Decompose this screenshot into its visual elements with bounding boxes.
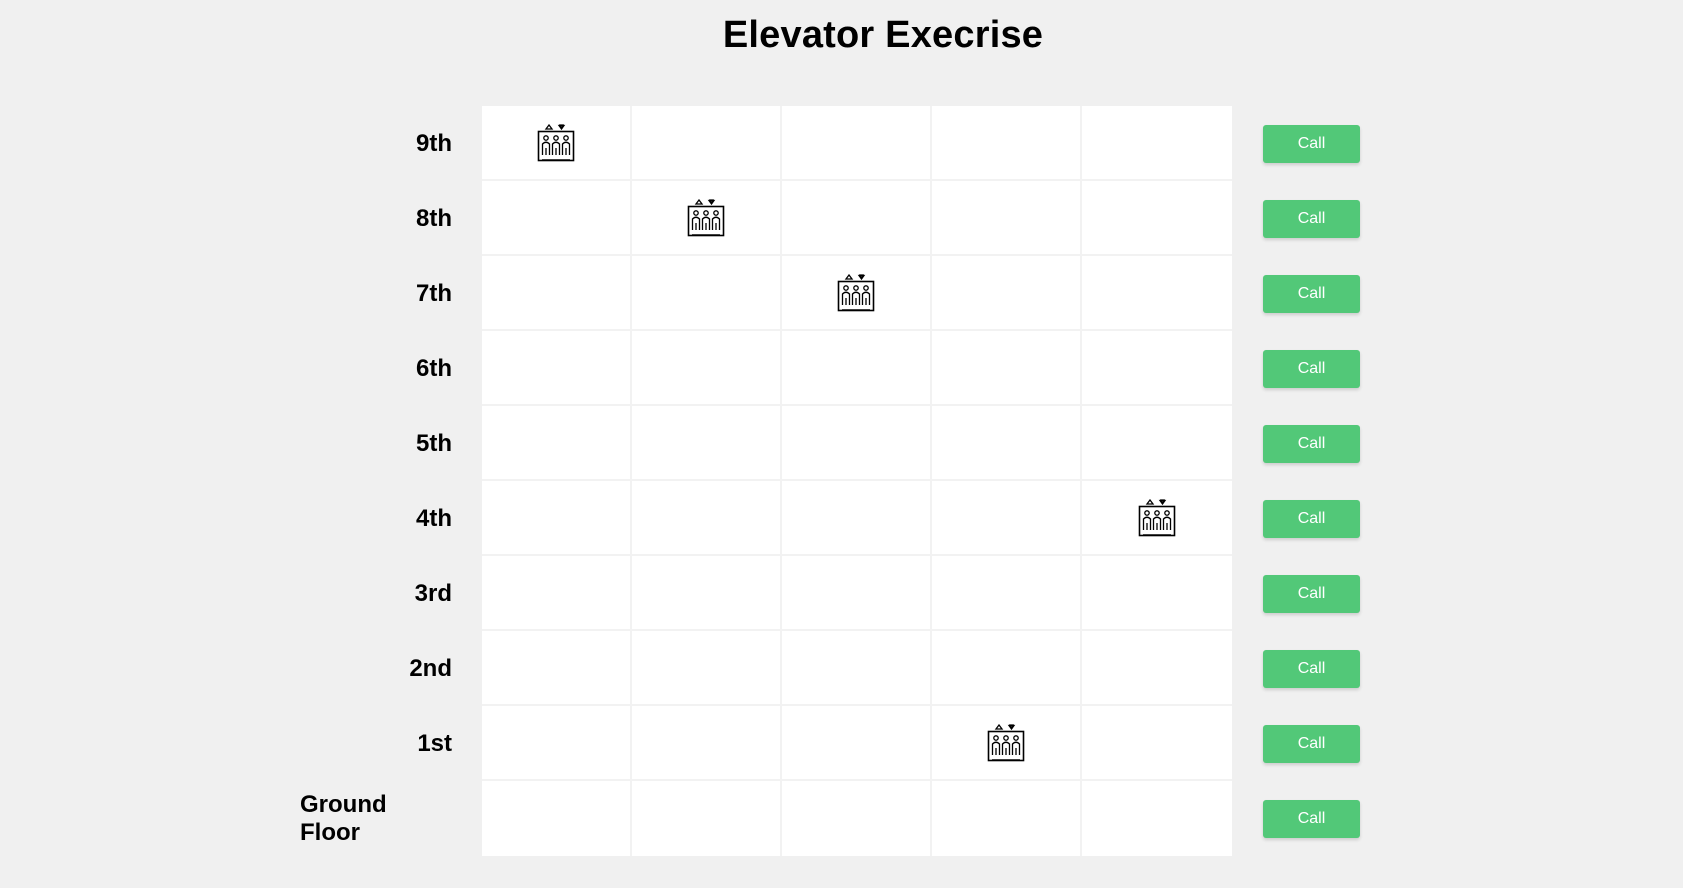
shaft-cell (482, 181, 632, 256)
elevator-icon (987, 723, 1025, 762)
shaft-cell (1082, 406, 1232, 481)
call-cell: Call (1232, 106, 1362, 181)
shaft-cell (482, 706, 632, 781)
shaft-cell (1082, 781, 1232, 856)
call-button[interactable]: Call (1263, 499, 1360, 538)
shaft-cell (782, 781, 932, 856)
shaft-cell (932, 631, 1082, 706)
shaft-cell (482, 556, 632, 631)
shaft-cell (782, 331, 932, 406)
floor-label: 6th (416, 354, 452, 382)
call-button[interactable]: Call (1263, 424, 1360, 463)
call-button[interactable]: Call (1263, 199, 1360, 238)
call-cell: Call (1232, 406, 1362, 481)
shaft-cell (1082, 331, 1232, 406)
shaft-cell (932, 481, 1082, 556)
shaft-row (482, 631, 1232, 706)
shaft-row (482, 481, 1232, 556)
shaft-row (482, 556, 1232, 631)
elevator-icon (537, 123, 575, 162)
call-button[interactable]: Call (1263, 724, 1360, 763)
shaft-cell (632, 181, 782, 256)
shaft-cell (1082, 706, 1232, 781)
shaft-row (482, 706, 1232, 781)
shaft-cell (932, 181, 1082, 256)
call-button[interactable]: Call (1263, 574, 1360, 613)
shaft-cell (782, 481, 932, 556)
shaft-cell (932, 706, 1082, 781)
shaft-cell (632, 106, 782, 181)
shaft-cell (782, 706, 932, 781)
shaft-cell (482, 256, 632, 331)
shaft-cell (632, 256, 782, 331)
shaft-cell (1082, 481, 1232, 556)
shaft-row (482, 331, 1232, 406)
shaft-cell (632, 481, 782, 556)
shaft-cell (782, 256, 932, 331)
shaft-cell (1082, 106, 1232, 181)
shaft-cell (932, 406, 1082, 481)
call-cell: Call (1232, 181, 1362, 256)
shaft-cell (1082, 256, 1232, 331)
floor-label: 9th (416, 129, 452, 157)
elevator-icon (837, 273, 875, 312)
floor-label: Ground Floor (300, 790, 387, 846)
floor-label: 7th (416, 279, 452, 307)
floor-label: 1st (417, 729, 452, 757)
call-cell: Call (1232, 331, 1362, 406)
shaft-cell (782, 556, 932, 631)
shaft-row (482, 106, 1232, 181)
shaft-cell (482, 481, 632, 556)
shaft-cell (932, 106, 1082, 181)
shaft-cell (932, 256, 1082, 331)
call-button[interactable]: Call (1263, 799, 1360, 838)
shaft-cell (632, 331, 782, 406)
call-button[interactable]: Call (1263, 124, 1360, 163)
call-cell: Call (1232, 256, 1362, 331)
shaft-cell (782, 181, 932, 256)
shaft-cell (632, 781, 782, 856)
call-cell: Call (1232, 706, 1362, 781)
shaft-cell (932, 556, 1082, 631)
shaft-cell (482, 106, 632, 181)
call-cell: Call (1232, 556, 1362, 631)
shaft-cell (632, 706, 782, 781)
shaft-cell (782, 106, 932, 181)
call-button[interactable]: Call (1263, 349, 1360, 388)
call-button[interactable]: Call (1263, 649, 1360, 688)
shaft-cell (1082, 181, 1232, 256)
call-button[interactable]: Call (1263, 274, 1360, 313)
shaft-cell (482, 781, 632, 856)
shaft-cell (932, 331, 1082, 406)
shaft-row (482, 406, 1232, 481)
page-title: Elevator Execrise (722, 14, 1044, 56)
shaft-cell (782, 631, 932, 706)
shaft-cell (1082, 556, 1232, 631)
floor-label: 3rd (414, 579, 452, 607)
floor-label: 5th (416, 429, 452, 457)
shaft-cell (932, 781, 1082, 856)
elevator-board: 9th Call 8th Call 7th Call 6th Call 5th Call 4th Ca… (300, 106, 1362, 856)
shaft-cell (482, 406, 632, 481)
floor-label: 8th (416, 204, 452, 232)
shaft-row (482, 181, 1232, 256)
floor-label: 2nd (409, 654, 452, 682)
call-cell: Call (1232, 631, 1362, 706)
shaft-cell (482, 331, 632, 406)
shaft-row (482, 256, 1232, 331)
shaft-cell (782, 406, 932, 481)
shaft-cell (632, 556, 782, 631)
shaft-row (482, 781, 1232, 856)
shaft-cell (482, 631, 632, 706)
elevator-icon (687, 198, 725, 237)
elevator-icon (1138, 498, 1176, 537)
floor-label: 4th (416, 504, 452, 532)
shaft-cell (632, 631, 782, 706)
shaft-cell (1082, 631, 1232, 706)
call-cell: Call (1232, 481, 1362, 556)
shaft-cell (632, 406, 782, 481)
call-cell: Call (1232, 781, 1362, 856)
